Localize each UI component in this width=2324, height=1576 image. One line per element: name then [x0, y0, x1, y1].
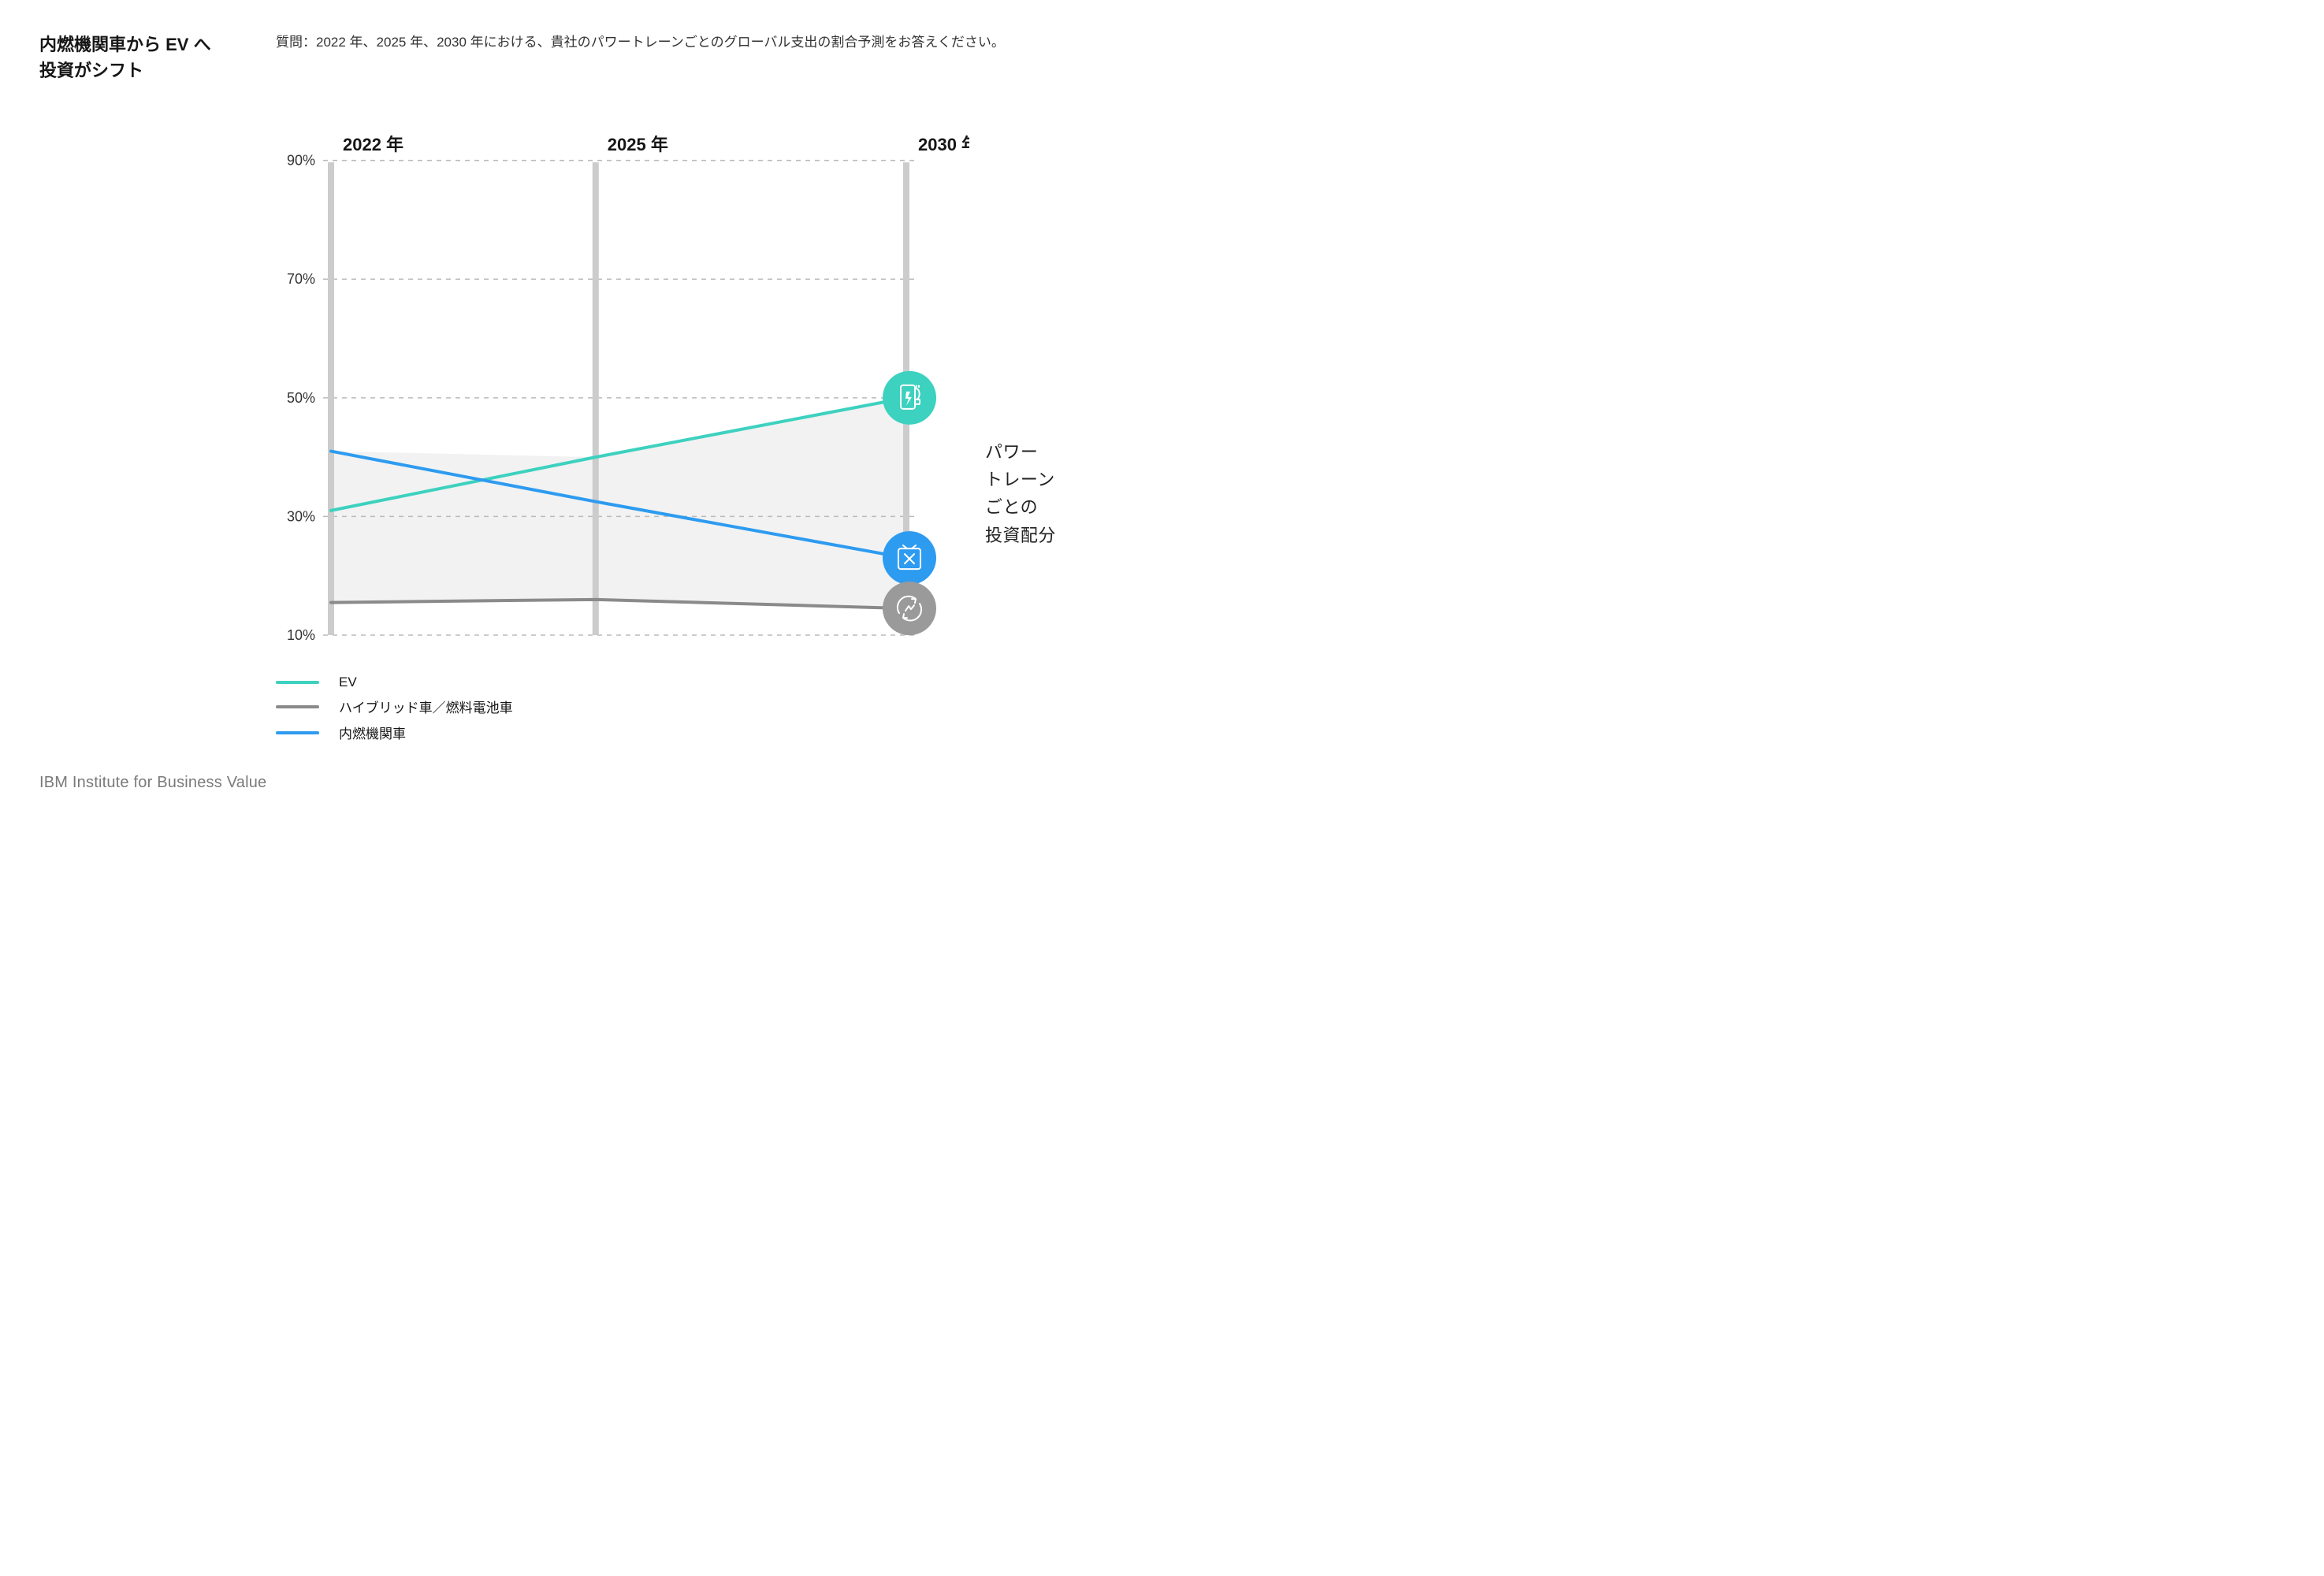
line-chart: 10% 30% 50% 70% 90% 2022 年 2025 年 2030 年 [260, 107, 969, 659]
legend-label: EV [339, 675, 357, 690]
legend-item: ハイブリッド車／燃料電池車 [276, 697, 1123, 716]
area-fill [331, 398, 906, 608]
x-tick-label: 2022 年 [343, 135, 403, 154]
footer-attribution: IBM Institute for Business Value [39, 774, 1123, 792]
chart-title: 内燃機関車から EV へ 投資がシフト [39, 32, 236, 84]
end-marker-ev [883, 371, 936, 425]
title-line-2: 投資がシフト [39, 61, 143, 80]
legend-item: 内燃機関車 [276, 723, 1123, 742]
legend-swatch [276, 731, 319, 734]
question-text: 質問：2022 年、2025 年、2030 年における、貴社のパワートレーンごと… [276, 32, 1123, 84]
y-tick-label: 30% [287, 508, 315, 524]
side-annotation: パワートレーンごとの投資配分 [985, 438, 1103, 549]
legend-swatch [276, 681, 319, 684]
y-tick-label: 90% [287, 153, 315, 169]
end-marker-hybrid [883, 582, 936, 635]
end-marker-ice [883, 531, 936, 585]
y-tick-label: 10% [287, 627, 315, 643]
x-tick-label: 2030 年 [918, 135, 969, 154]
legend-label: ハイブリッド車／燃料電池車 [339, 697, 513, 716]
title-line-1: 内燃機関車から EV へ [39, 35, 211, 54]
legend-label: 内燃機関車 [339, 723, 406, 742]
legend: EV ハイブリッド車／燃料電池車内燃機関車 [276, 675, 1123, 742]
y-tick-label: 50% [287, 390, 315, 406]
legend-item: EV [276, 675, 1123, 690]
chart-container: 10%30%50%70%90%2022 年2025 年2030 年 パワートレー… [260, 107, 969, 659]
legend-swatch [276, 705, 319, 708]
y-tick-label: 70% [287, 271, 315, 287]
x-tick-label: 2025 年 [608, 135, 668, 154]
